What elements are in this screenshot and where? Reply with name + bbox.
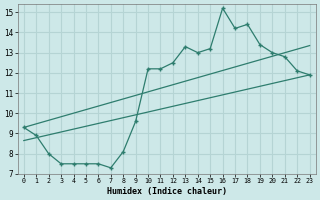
- X-axis label: Humidex (Indice chaleur): Humidex (Indice chaleur): [107, 187, 227, 196]
